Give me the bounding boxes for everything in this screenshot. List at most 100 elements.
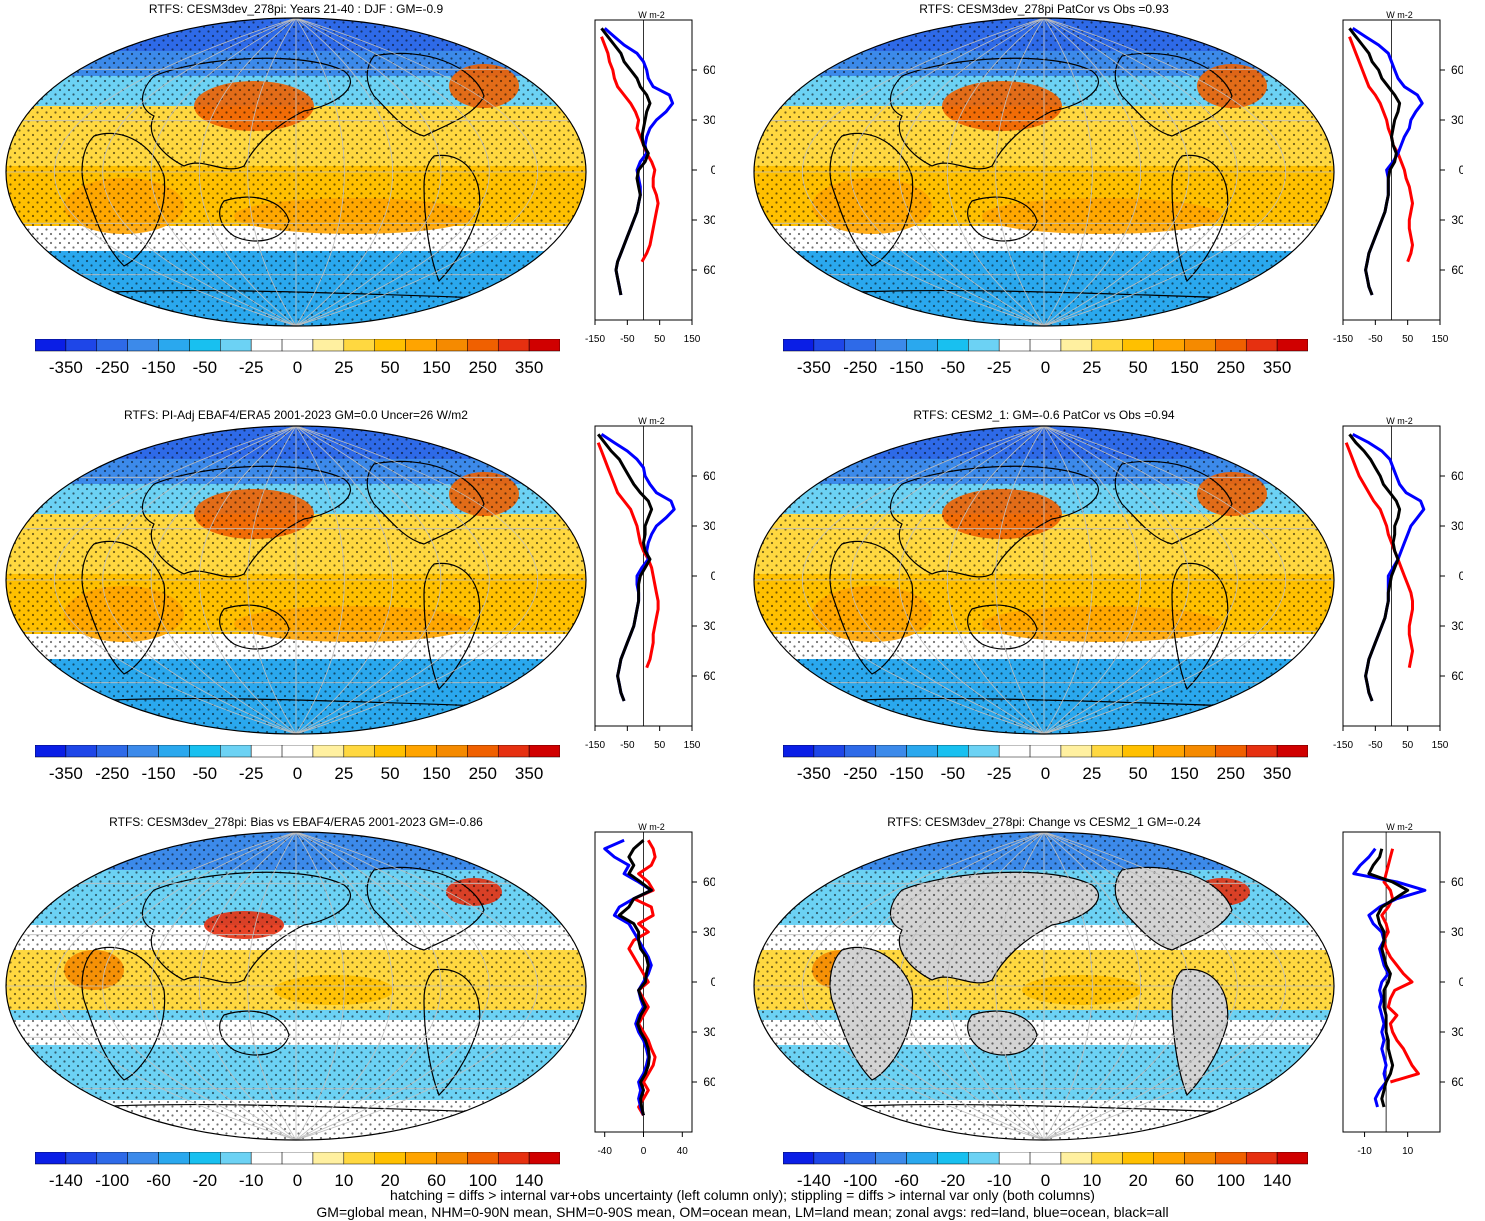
units-label: W m-2 <box>1386 416 1413 426</box>
y-tick-label: 60N <box>703 469 715 483</box>
colorbar-label: 250 <box>1217 358 1245 377</box>
world-map <box>5 17 587 327</box>
colorbar-box <box>343 339 375 352</box>
colorbar-box <box>250 1152 283 1165</box>
world-map <box>753 425 1335 735</box>
y-tick-label: 30N <box>703 113 715 127</box>
y-tick-label: 60N <box>1451 63 1463 77</box>
y-tick-label: 30S <box>703 619 715 633</box>
colorbar-label: 150 <box>1170 358 1198 377</box>
colorbar-label: -10 <box>239 1171 264 1190</box>
colorbar-label: -150 <box>890 764 924 783</box>
colorbar-label: 50 <box>1129 358 1148 377</box>
colorbar-box <box>65 745 98 758</box>
colorbar-box <box>1091 1152 1123 1165</box>
colorbar-box <box>875 745 907 758</box>
map-title: RTFS: CESM2_1: GM=-0.6 PatCor vs Obs =0.… <box>913 408 1175 422</box>
profile-frame <box>1342 831 1441 1133</box>
y-tick-label: 30N <box>703 925 715 939</box>
x-tick-label: 10 <box>1402 1146 1414 1157</box>
colorbar-box <box>906 339 938 352</box>
series-line-all <box>600 27 652 296</box>
colorbar-box <box>467 745 499 758</box>
colorbar-label: -50 <box>193 764 218 783</box>
colorbar-label: -350 <box>49 358 83 377</box>
colorbar-box <box>937 1152 969 1165</box>
y-tick-label: 30S <box>1451 619 1463 633</box>
x-tick-label: -150 <box>585 740 605 751</box>
colorbar-box <box>968 745 1000 758</box>
colorbar-label: 100 <box>469 1171 497 1190</box>
y-tick-label: 0 <box>711 975 715 989</box>
series-line-all <box>617 839 653 1116</box>
colorbar: -350 -250 -150 -50 -25 0 25 50 150 250 350 <box>35 745 560 783</box>
colorbar-box <box>1029 1152 1062 1165</box>
colorbar-label: -250 <box>95 764 129 783</box>
colorbar-box <box>1184 745 1216 758</box>
colorbar-box <box>158 1152 190 1165</box>
colorbar-box <box>189 339 221 352</box>
colorbar-box <box>1153 745 1185 758</box>
colorbar-box <box>813 745 846 758</box>
y-tick-label: 60N <box>1451 469 1463 483</box>
colorbar-box <box>374 745 406 758</box>
y-tick-label: 30N <box>1451 925 1463 939</box>
colorbar-label: -350 <box>49 764 83 783</box>
colorbar-label: -20 <box>193 1171 218 1190</box>
colorbar-box <box>127 339 159 352</box>
series-line-all <box>1367 848 1410 1108</box>
colorbar-box <box>875 339 907 352</box>
zonal-profile: W m-2 -150 -50 50 150 60N 30N 0 30S 60S <box>585 416 715 751</box>
colorbar-box <box>467 339 499 352</box>
colorbar-box <box>1122 1152 1154 1165</box>
colorbar-box <box>436 1152 468 1165</box>
colorbar-box <box>528 1152 560 1165</box>
colorbar-box <box>312 745 345 758</box>
colorbar-label: 350 <box>1263 358 1291 377</box>
colorbar-box <box>906 1152 938 1165</box>
x-tick-label: -150 <box>585 334 605 345</box>
series-line-land <box>1380 848 1420 1084</box>
x-tick-label: 150 <box>684 740 701 751</box>
colorbar-label: 25 <box>1082 358 1101 377</box>
colorbar-box <box>1276 1152 1308 1165</box>
colorbar-label: 150 <box>422 764 450 783</box>
zonal-profile: W m-2 -150 -50 50 150 60N 30N 0 30S 60S <box>585 10 715 345</box>
colorbar-box <box>96 339 128 352</box>
colorbar-label: 0 <box>293 764 302 783</box>
y-tick-label: 0 <box>1459 569 1463 583</box>
colorbar-label: -25 <box>987 358 1012 377</box>
colorbar-box <box>35 1152 67 1165</box>
x-tick-label: 50 <box>654 740 666 751</box>
colorbar-label: -25 <box>239 358 264 377</box>
zonal-profile: W m-2 -10 10 60N 30N 0 30S 60S <box>1342 822 1463 1157</box>
colorbar-label: -50 <box>193 358 218 377</box>
colorbar-label: 150 <box>1170 764 1198 783</box>
x-tick-label: -50 <box>620 334 635 345</box>
map-title: RTFS: CESM3dev_278pi: Years 21-40 : DJF … <box>148 2 444 16</box>
world-map <box>753 831 1335 1141</box>
world-map <box>753 17 1335 327</box>
colorbar-label: 25 <box>1082 764 1101 783</box>
colorbar-box <box>220 1152 252 1165</box>
colorbar-box <box>528 745 560 758</box>
y-tick-label: 30S <box>703 213 715 227</box>
colorbar-box <box>220 339 252 352</box>
colorbar-box <box>1276 745 1308 758</box>
colorbar-box <box>998 339 1031 352</box>
y-tick-label: 30S <box>703 1025 715 1039</box>
x-tick-label: -50 <box>1368 334 1383 345</box>
colorbar-label: -150 <box>890 358 924 377</box>
colorbar-label: 250 <box>1217 764 1245 783</box>
colorbar-box <box>96 745 128 758</box>
colorbar-label: -250 <box>95 358 129 377</box>
colorbar-label: -25 <box>987 764 1012 783</box>
y-tick-label: 0 <box>1459 163 1463 177</box>
colorbar-label: 350 <box>515 358 543 377</box>
y-tick-label: 60S <box>1451 669 1463 683</box>
colorbar-label: -350 <box>797 358 831 377</box>
colorbar-label: -140 <box>49 1171 83 1190</box>
units-label: W m-2 <box>1386 822 1413 832</box>
colorbar-label: 150 <box>422 358 450 377</box>
colorbar-box <box>968 339 1000 352</box>
